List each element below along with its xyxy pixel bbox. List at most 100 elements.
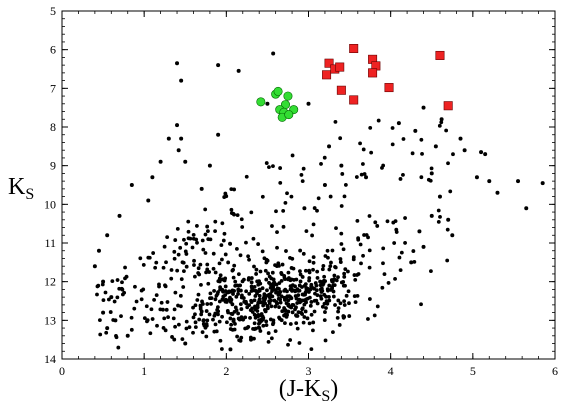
data-point-black [138,256,143,261]
data-point-black [221,238,226,243]
data-point-black [154,293,159,298]
data-point-black [101,279,106,284]
y-tick-label: 5 [50,4,56,18]
data-point-red [435,50,445,60]
data-point-black [311,320,316,325]
data-point-black [220,221,225,226]
data-point-black [191,305,195,310]
data-point-black [139,297,144,302]
data-point-black [265,288,269,293]
data-point-black [171,316,176,321]
data-point-black [353,277,358,282]
data-point-red [368,68,378,78]
data-point-black [270,270,275,275]
data-point-black [208,237,213,242]
data-point-black [275,230,279,234]
data-point-black [191,330,195,335]
data-point-black [101,298,106,303]
data-point-black [100,282,105,287]
data-point-black [207,163,212,168]
data-point-black [179,136,184,141]
data-point-black [173,238,178,242]
data-point-black [203,232,208,237]
data-point-black [205,224,210,229]
data-point-black [236,287,241,292]
data-point-black [282,288,287,293]
data-point-black [260,194,265,199]
data-point-black [330,279,335,284]
data-point-black [201,318,206,323]
data-point-red [322,70,332,80]
data-point-black [211,266,216,271]
data-point-black [225,309,230,313]
data-point-black [228,327,233,331]
data-point-black [159,300,164,305]
data-point-black [361,162,365,166]
data-point-black [401,172,405,177]
data-point-black [286,302,291,307]
data-point-black [327,267,332,272]
data-point-black [367,248,372,253]
data-point-black [173,324,177,329]
data-point-black [120,280,124,285]
data-point-black [300,312,305,316]
data-point-black [429,166,434,171]
data-point-black [322,274,327,279]
data-point-black [399,250,404,255]
data-point-black [322,318,327,323]
data-point-black [227,289,231,294]
data-point-black [297,341,302,345]
x-axis-label: (J-KS) [279,376,339,405]
data-point-black [162,316,167,321]
data-point-black [117,213,122,218]
data-point-black [243,326,248,331]
y-tick-label: 12 [44,275,56,289]
data-point-black [154,260,159,265]
data-point-black [280,262,285,267]
data-point-black [319,162,323,166]
data-point-black [396,121,401,126]
data-point-black [479,150,484,155]
data-point-black [300,179,305,184]
data-point-black [403,216,407,220]
data-point-black [165,235,170,240]
data-point-black [266,271,270,276]
data-point-black [111,318,116,322]
data-point-black [301,251,306,256]
data-point-black [299,173,304,177]
data-point-black [251,236,256,241]
data-point-black [199,186,204,191]
data-point-black [309,347,314,352]
data-point-black [205,318,210,323]
data-point-black [155,323,159,328]
data-point-black [176,322,181,327]
data-point-black [184,264,189,269]
data-point-black [375,304,380,309]
data-point-black [205,267,210,272]
data-point-black [164,260,168,265]
data-point-black [248,316,252,320]
data-point-black [134,299,139,304]
data-point-black [301,166,306,171]
data-point-black [256,325,261,330]
data-point-black [330,248,335,253]
data-point-black [226,260,231,265]
data-point-black [201,247,206,252]
data-point-black [212,288,216,293]
data-point-black [336,309,341,314]
data-point-black [327,283,332,288]
data-point-black [446,161,450,166]
data-point-black [229,207,234,212]
data-point-black [96,248,101,253]
data-point-black [203,251,208,255]
data-point-black [290,310,295,315]
data-point-black [327,295,331,299]
data-point-black [429,213,434,218]
data-point-black [328,194,333,199]
data-point-black [223,191,228,196]
data-point-black [109,295,114,300]
data-point-black [106,297,111,302]
data-point-black [293,307,297,312]
data-point-black [148,331,153,336]
data-point-black [540,181,545,186]
